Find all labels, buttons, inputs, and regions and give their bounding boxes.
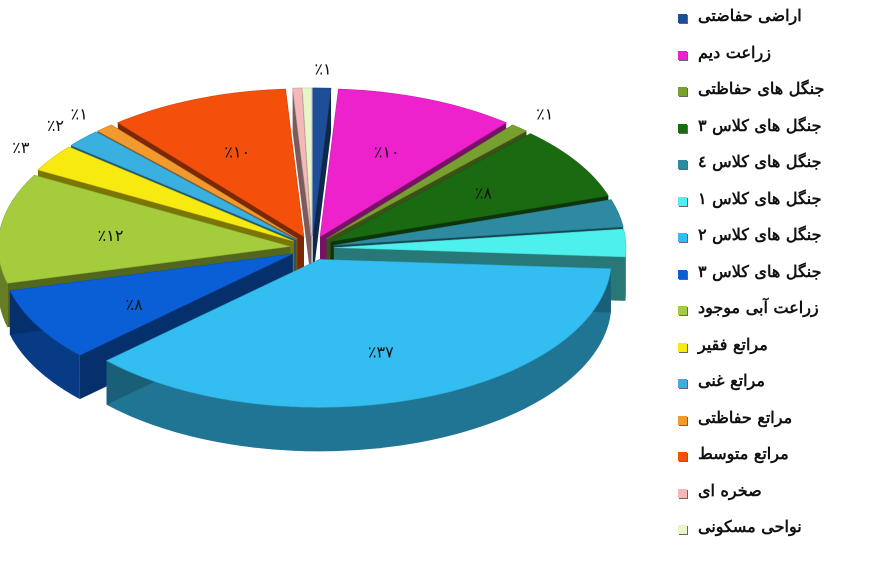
value-label-12: ٪۱۰ [224, 142, 250, 161]
legend-swatch [678, 379, 687, 388]
legend-swatch [678, 452, 687, 461]
legend-label: جنگل های حفاظتی [698, 79, 825, 98]
slice-wall-8 [0, 262, 8, 328]
legend-swatch [678, 196, 687, 206]
legend-swatch [678, 525, 687, 534]
legend-label: زراعت آبی موجود [698, 298, 819, 317]
slice-12 [117, 88, 305, 238]
legend-label: اراضی حفاضتی [698, 6, 802, 25]
legend-label: مراتع حفاظتی [698, 407, 793, 427]
value-label-9: ٪۳ [12, 138, 30, 157]
legend-item: جنگل های کلاس ۱ [650, 187, 882, 217]
slice-3 [330, 133, 609, 242]
value-label-2: ٪۱ [536, 104, 553, 123]
legend-label: جنگل های کلاس ۱ [698, 188, 822, 208]
value-label-3: ٪۸ [475, 183, 493, 202]
legend-item: جنگل های کلاس ۲ [650, 223, 882, 253]
slice-6 [105, 259, 612, 408]
pie-chart-svg: ٪۱٪۱۰٪۱٪۸٪۳٪۳٪۳۷٪۸٪۱۲٪۳٪۲٪۱٪۱۰ [0, 60, 673, 452]
legend-item: صخره ای [650, 479, 882, 509]
legend-label: زراعت دیم [698, 42, 771, 62]
pie-tops [0, 87, 627, 408]
legend-item: مراتع فقیر [650, 333, 882, 363]
legend-item: جنگل های کلاس ۳ [650, 114, 882, 144]
legend-swatch [678, 269, 687, 279]
legend-label: جنگل های کلاس ۳ [698, 261, 822, 281]
legend-label: جنگل های کلاس ۳ [698, 115, 822, 135]
value-label-6: ٪۳۷ [368, 343, 394, 362]
value-label-8: ٪۱۲ [98, 226, 124, 245]
slice-9 [37, 146, 294, 242]
legend-swatch [678, 488, 687, 498]
slice-cut-0-1 [312, 88, 332, 280]
legend-item: جنگل های حفاظتی [650, 77, 882, 107]
slice-5 [333, 228, 627, 258]
legend-swatch [678, 87, 687, 96]
value-label-1: ٪۱۰ [374, 142, 400, 161]
legend-item: جنگل های کلاس ۳ [650, 260, 882, 290]
legend-swatch [678, 415, 687, 425]
legend-label: مراتع غنی [698, 371, 765, 390]
legend-label: جنگل های کلاس ٤ [698, 152, 822, 171]
legend-swatch [678, 233, 687, 242]
chart-legend: اراضی حفاضتی زراعت دیم جنگل های حفاظتی جنگل… [650, 4, 882, 556]
legend-swatch [678, 123, 687, 133]
legend-label: نواحی مسکونی [698, 517, 802, 536]
legend-swatch [678, 342, 687, 352]
slice-4 [333, 199, 624, 246]
legend-swatch [678, 160, 687, 169]
legend-item: زراعت دیم [650, 41, 882, 71]
slice-cut-13-0 [292, 88, 311, 280]
value-label-7: ٪۸ [125, 295, 143, 314]
legend-label: مراتع فقیر [698, 334, 768, 354]
slice-2 [326, 124, 528, 240]
value-label-11: ٪۱ [71, 104, 88, 123]
slice-8 [0, 174, 291, 284]
slice-wall-6 [106, 268, 611, 452]
value-label-0: ٪۱ [314, 60, 331, 79]
value-label-10: ٪۲ [47, 116, 64, 135]
slice-wall-5 [625, 247, 626, 301]
legend-item: زراعت آبی موجود [650, 296, 882, 326]
legend-item: جنگل های کلاس ٤ [650, 150, 882, 180]
legend-item: اراضی حفاضتی [650, 4, 882, 34]
slice-7 [9, 253, 293, 356]
legend-item: مراتع حفاظتی [650, 406, 882, 436]
legend-swatch [678, 306, 687, 315]
slice-11 [96, 124, 298, 240]
legend-label: مراتع متوسط [698, 444, 789, 463]
legend-item: مراتع غنی [650, 369, 882, 399]
legend-swatch [678, 14, 687, 23]
legend-item: مراتع متوسط [650, 442, 882, 472]
legend-swatch [678, 50, 687, 60]
legend-label: جنگل های کلاس ۲ [698, 225, 822, 244]
slice-14 [302, 87, 312, 236]
slice-1 [319, 88, 507, 238]
legend-label: صخره ای [698, 480, 762, 500]
pie-chart: ٪۱٪۱۰٪۱٪۸٪۳٪۳٪۳۷٪۸٪۱۲٪۳٪۲٪۱٪۱۰ [0, 60, 673, 452]
slice-13 [292, 87, 312, 236]
slice-0 [312, 87, 332, 236]
slice-side-0 [312, 88, 332, 280]
slice-10 [70, 131, 297, 240]
legend-item: نواحی مسکونی [650, 515, 882, 545]
